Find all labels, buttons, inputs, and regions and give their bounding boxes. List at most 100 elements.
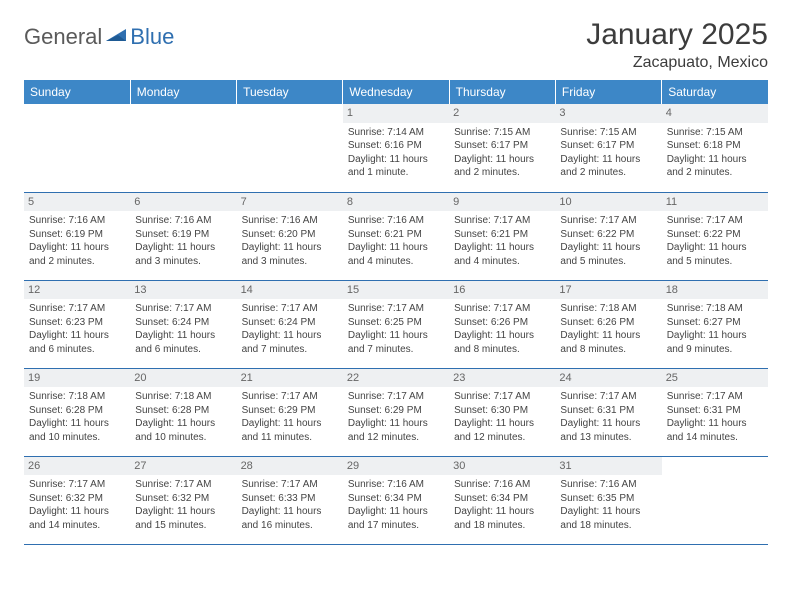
sunset-line: Sunset: 6:17 PM [454, 139, 550, 153]
daylight-line: Daylight: 11 hours and 18 minutes. [454, 505, 550, 532]
day-number: 15 [343, 281, 449, 300]
daylight-line: Daylight: 11 hours and 11 minutes. [242, 417, 338, 444]
daylight-line: Daylight: 11 hours and 7 minutes. [242, 329, 338, 356]
sunset-line: Sunset: 6:32 PM [135, 492, 231, 506]
daylight-line: Daylight: 11 hours and 2 minutes. [29, 241, 125, 268]
day-number: 29 [343, 457, 449, 476]
sunrise-line: Sunrise: 7:16 AM [135, 214, 231, 228]
sunset-line: Sunset: 6:18 PM [667, 139, 763, 153]
calendar-cell: 12Sunrise: 7:17 AMSunset: 6:23 PMDayligh… [24, 280, 130, 368]
logo-text-general: General [24, 24, 102, 50]
calendar-cell: 31Sunrise: 7:16 AMSunset: 6:35 PMDayligh… [555, 456, 661, 544]
daylight-line: Daylight: 11 hours and 10 minutes. [29, 417, 125, 444]
calendar-head: SundayMondayTuesdayWednesdayThursdayFrid… [24, 80, 768, 104]
weekday-header: Wednesday [343, 80, 449, 104]
day-number: 31 [555, 457, 661, 476]
calendar-cell: 16Sunrise: 7:17 AMSunset: 6:26 PMDayligh… [449, 280, 555, 368]
daylight-line: Daylight: 11 hours and 12 minutes. [454, 417, 550, 444]
sunrise-line: Sunrise: 7:16 AM [242, 214, 338, 228]
sunrise-line: Sunrise: 7:16 AM [560, 478, 656, 492]
sunset-line: Sunset: 6:24 PM [135, 316, 231, 330]
sunset-line: Sunset: 6:22 PM [560, 228, 656, 242]
calendar-cell: 4Sunrise: 7:15 AMSunset: 6:18 PMDaylight… [662, 104, 768, 192]
calendar-cell: 22Sunrise: 7:17 AMSunset: 6:29 PMDayligh… [343, 368, 449, 456]
sunset-line: Sunset: 6:24 PM [242, 316, 338, 330]
sunrise-line: Sunrise: 7:17 AM [667, 214, 763, 228]
sunset-line: Sunset: 6:29 PM [242, 404, 338, 418]
daylight-line: Daylight: 11 hours and 5 minutes. [667, 241, 763, 268]
calendar-cell: 13Sunrise: 7:17 AMSunset: 6:24 PMDayligh… [130, 280, 236, 368]
calendar-row: 12Sunrise: 7:17 AMSunset: 6:23 PMDayligh… [24, 280, 768, 368]
calendar-table: SundayMondayTuesdayWednesdayThursdayFrid… [24, 80, 768, 545]
sunrise-line: Sunrise: 7:17 AM [560, 214, 656, 228]
calendar-cell: 24Sunrise: 7:17 AMSunset: 6:31 PMDayligh… [555, 368, 661, 456]
sunrise-line: Sunrise: 7:17 AM [242, 302, 338, 316]
calendar-cell [662, 456, 768, 544]
sunrise-line: Sunrise: 7:17 AM [454, 214, 550, 228]
sunrise-line: Sunrise: 7:17 AM [348, 302, 444, 316]
sunset-line: Sunset: 6:21 PM [348, 228, 444, 242]
calendar-cell: 7Sunrise: 7:16 AMSunset: 6:20 PMDaylight… [237, 192, 343, 280]
sunset-line: Sunset: 6:16 PM [348, 139, 444, 153]
calendar-cell: 9Sunrise: 7:17 AMSunset: 6:21 PMDaylight… [449, 192, 555, 280]
day-number: 14 [237, 281, 343, 300]
calendar-cell: 2Sunrise: 7:15 AMSunset: 6:17 PMDaylight… [449, 104, 555, 192]
daylight-line: Daylight: 11 hours and 1 minute. [348, 153, 444, 180]
sunset-line: Sunset: 6:19 PM [135, 228, 231, 242]
calendar-cell: 10 Sunrise: 7:17 AMSunset: 6:22 PMDayligh… [555, 192, 661, 280]
header: General Blue January 2025 Zacapuato, Mex… [24, 18, 768, 72]
calendar-cell: 21Sunrise: 7:17 AMSunset: 6:29 PMDayligh… [237, 368, 343, 456]
day-number: 2 [449, 104, 555, 123]
day-number: 7 [237, 193, 343, 212]
calendar-cell: 6Sunrise: 7:16 AMSunset: 6:19 PMDaylight… [130, 192, 236, 280]
daylight-line: Daylight: 11 hours and 4 minutes. [348, 241, 444, 268]
daylight-line: Daylight: 11 hours and 17 minutes. [348, 505, 444, 532]
daylight-line: Daylight: 11 hours and 2 minutes. [667, 153, 763, 180]
calendar-cell: 30Sunrise: 7:16 AMSunset: 6:34 PMDayligh… [449, 456, 555, 544]
day-number: 26 [24, 457, 130, 476]
calendar-cell: 20 Sunrise: 7:18 AMSunset: 6:28 PMDayligh… [130, 368, 236, 456]
daylight-line: Daylight: 11 hours and 9 minutes. [667, 329, 763, 356]
day-number: 1 [343, 104, 449, 123]
sunset-line: Sunset: 6:21 PM [454, 228, 550, 242]
daylight-line: Daylight: 11 hours and 14 minutes. [667, 417, 763, 444]
daylight-line: Daylight: 11 hours and 8 minutes. [454, 329, 550, 356]
calendar-cell: 27Sunrise: 7:17 AMSunset: 6:32 PMDayligh… [130, 456, 236, 544]
calendar-row: 1Sunrise: 7:14 AMSunset: 6:16 PMDaylight… [24, 104, 768, 192]
calendar-cell: 15Sunrise: 7:17 AMSunset: 6:25 PMDayligh… [343, 280, 449, 368]
sunset-line: Sunset: 6:17 PM [560, 139, 656, 153]
day-number: 20 [130, 369, 236, 388]
daylight-line: Daylight: 11 hours and 10 minutes. [135, 417, 231, 444]
sunrise-line: Sunrise: 7:17 AM [242, 478, 338, 492]
sunrise-line: Sunrise: 7:15 AM [454, 126, 550, 140]
sunrise-line: Sunrise: 7:16 AM [29, 214, 125, 228]
sunrise-line: Sunrise: 7:18 AM [667, 302, 763, 316]
sunrise-line: Sunrise: 7:17 AM [667, 390, 763, 404]
weekday-header: Saturday [662, 80, 768, 104]
day-number: 12 [24, 281, 130, 300]
sunrise-line: Sunrise: 7:18 AM [135, 390, 231, 404]
logo: General Blue [24, 18, 174, 50]
calendar-cell: 23Sunrise: 7:17 AMSunset: 6:30 PMDayligh… [449, 368, 555, 456]
weekday-header: Monday [130, 80, 236, 104]
day-number: 18 [662, 281, 768, 300]
day-number: 16 [449, 281, 555, 300]
calendar-cell: 17Sunrise: 7:18 AMSunset: 6:26 PMDayligh… [555, 280, 661, 368]
sunset-line: Sunset: 6:28 PM [135, 404, 231, 418]
calendar-cell: 14 Sunrise: 7:17 AMSunset: 6:24 PMDayligh… [237, 280, 343, 368]
day-number: 13 [130, 281, 236, 300]
sunrise-line: Sunrise: 7:17 AM [348, 390, 444, 404]
day-number: 24 [555, 369, 661, 388]
calendar-cell [237, 104, 343, 192]
daylight-line: Daylight: 11 hours and 15 minutes. [135, 505, 231, 532]
daylight-line: Daylight: 11 hours and 5 minutes. [560, 241, 656, 268]
day-number: 10 [555, 193, 661, 212]
sunrise-line: Sunrise: 7:17 AM [242, 390, 338, 404]
calendar-cell: 29Sunrise: 7:16 AMSunset: 6:34 PMDayligh… [343, 456, 449, 544]
sunrise-line: Sunrise: 7:17 AM [135, 302, 231, 316]
sunrise-line: Sunrise: 7:16 AM [348, 478, 444, 492]
weekday-header: Thursday [449, 80, 555, 104]
day-number: 8 [343, 193, 449, 212]
title-block: January 2025 Zacapuato, Mexico [586, 18, 768, 72]
sunset-line: Sunset: 6:25 PM [348, 316, 444, 330]
